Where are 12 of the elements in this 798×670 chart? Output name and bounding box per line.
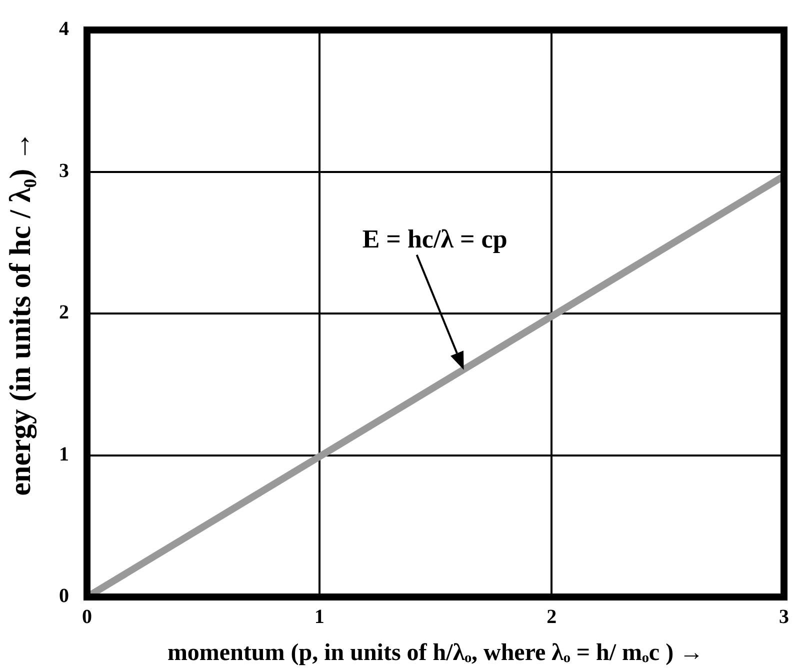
y-tick-label: 4: [59, 18, 69, 40]
y-tick-label: 1: [59, 443, 69, 466]
y-tick-label: 2: [59, 302, 69, 324]
x-tick-label: 1: [314, 606, 324, 628]
annotation: E = hc/λ = cp: [362, 224, 508, 254]
x-tick-label: 2: [546, 606, 557, 628]
y-tick-label: 0: [59, 585, 69, 608]
x-tick-label: 0: [82, 606, 92, 628]
x-tick-label: 3: [779, 606, 789, 628]
x-axis-title: momentum (p, in units of h/λₒ, where λₒ = h/ mₒc ) →: [167, 640, 704, 666]
y-tick-label: 3: [59, 160, 69, 182]
y-axis-title: energy (in units of hc / λ₀) →: [4, 131, 37, 496]
